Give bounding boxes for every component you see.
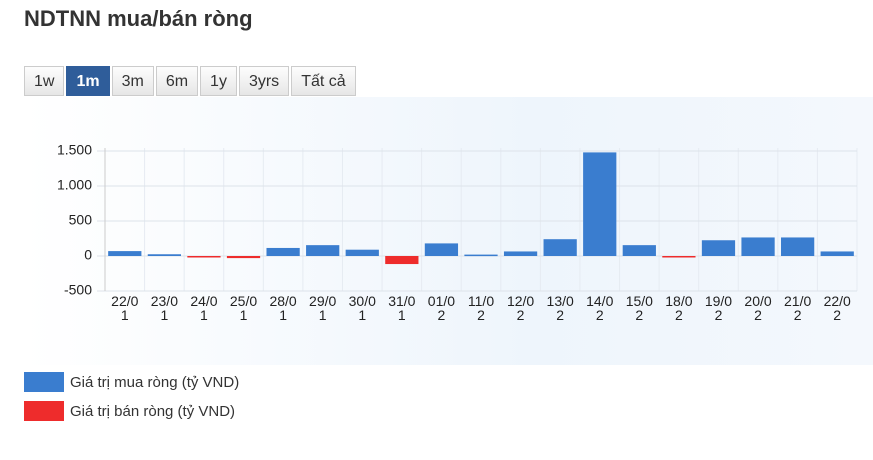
bar [108, 251, 142, 256]
bar [781, 237, 815, 256]
bar [503, 251, 538, 256]
x-tick-label: 24/01 [190, 293, 218, 323]
bar [741, 237, 775, 256]
x-tick-label: 11/02 [467, 293, 495, 323]
range-button[interactable]: 3m [111, 66, 154, 96]
bar [622, 245, 656, 256]
bar [820, 251, 854, 256]
bar [147, 254, 181, 256]
x-tick-label: 14/02 [586, 293, 614, 323]
legend-label: Giá trị bán ròng (tỷ VND) [70, 402, 236, 420]
bar [701, 240, 736, 256]
bar [583, 152, 617, 256]
x-tick-label: 20/02 [744, 293, 772, 323]
title: NDTNN mua/bán ròng [24, 6, 253, 31]
x-tick-label: 12/02 [506, 293, 535, 323]
bar [226, 256, 261, 259]
x-tick-label: 22/01 [111, 293, 139, 323]
bar [266, 247, 300, 256]
y-tick-label: 500 [69, 212, 93, 228]
x-tick-label: 01/02 [427, 293, 456, 323]
y-tick-label: -500 [64, 282, 92, 298]
range-button[interactable]: 1m [66, 66, 110, 96]
bar [306, 245, 340, 256]
range-button[interactable]: 1y [200, 66, 237, 96]
x-tick-label: 28/01 [269, 293, 297, 323]
range-button[interactable]: 6m [155, 66, 199, 96]
bar [385, 256, 419, 265]
chart-background [24, 97, 873, 365]
legend-label: Giá trị mua ròng (tỷ VND) [70, 373, 240, 391]
range-buttons: 1w 1m 3m 6m 1y 3yrs Tất cả [24, 66, 356, 96]
x-tick-label: 18/02 [665, 293, 693, 323]
x-tick-label: 31/01 [388, 293, 416, 323]
x-tick-label: 13/02 [546, 293, 574, 323]
range-button[interactable]: 3yrs [238, 66, 290, 96]
x-tick-label: 22/02 [823, 293, 851, 323]
bar [662, 256, 696, 258]
x-tick-label: 29/01 [309, 293, 337, 323]
x-tick-label: 21/02 [784, 293, 812, 323]
legend-item: Giá trị bán ròng (tỷ VND) [24, 401, 235, 421]
range-button[interactable]: 1w [24, 66, 65, 96]
y-tick-label: 0 [84, 247, 92, 263]
bar [543, 239, 577, 256]
bar [345, 249, 379, 256]
range-button[interactable]: Tất cả [291, 66, 356, 96]
bar [187, 256, 221, 258]
x-tick-label: 23/01 [150, 293, 178, 323]
bar [464, 254, 498, 257]
y-tick-label: 1.000 [57, 177, 92, 193]
legend-swatch [24, 372, 64, 392]
legend-swatch [24, 401, 64, 421]
x-tick-label: 15/02 [625, 293, 653, 323]
legend-item: Giá trị mua ròng (tỷ VND) [24, 372, 239, 392]
y-tick-label: 1.500 [57, 142, 92, 158]
x-tick-label: 19/02 [704, 293, 733, 323]
bar [424, 243, 459, 256]
x-tick-label: 25/01 [229, 293, 258, 323]
x-tick-label: 30/01 [348, 293, 376, 323]
